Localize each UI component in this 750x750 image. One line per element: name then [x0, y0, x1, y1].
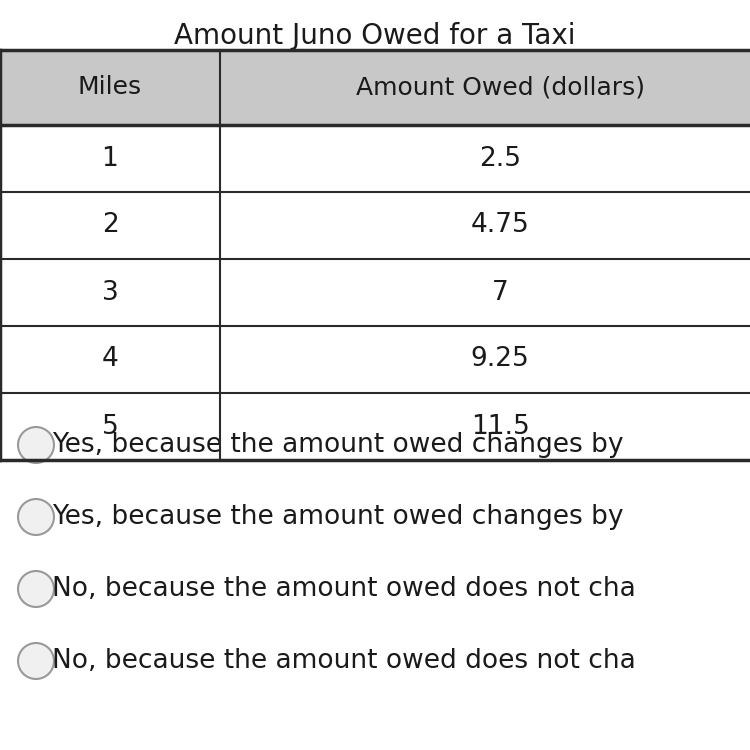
Text: No, because the amount owed does not cha: No, because the amount owed does not cha — [52, 576, 636, 602]
Text: Yes, because the amount owed changes by: Yes, because the amount owed changes by — [52, 432, 623, 458]
Text: No, because the amount owed does not cha: No, because the amount owed does not cha — [52, 648, 636, 674]
Bar — [0, 326, 220, 393]
Text: 1: 1 — [102, 146, 118, 172]
Bar — [220, 259, 750, 326]
Text: 2: 2 — [102, 212, 118, 238]
Text: 9.25: 9.25 — [471, 346, 530, 373]
Bar — [220, 326, 750, 393]
Text: 11.5: 11.5 — [471, 413, 530, 440]
Text: Miles: Miles — [78, 76, 142, 100]
Text: Amount Owed (dollars): Amount Owed (dollars) — [356, 76, 644, 100]
Bar — [220, 192, 750, 259]
Text: 7: 7 — [492, 280, 508, 305]
Circle shape — [18, 643, 54, 679]
Bar — [220, 50, 750, 125]
Text: 4: 4 — [102, 346, 118, 373]
Circle shape — [18, 499, 54, 535]
Bar — [220, 125, 750, 192]
Text: Amount Juno Owed for a Taxi: Amount Juno Owed for a Taxi — [174, 22, 576, 50]
Bar — [220, 393, 750, 460]
Text: 4.75: 4.75 — [471, 212, 530, 238]
Bar — [0, 50, 220, 125]
Circle shape — [18, 427, 54, 463]
Text: 5: 5 — [102, 413, 118, 440]
Text: 2.5: 2.5 — [479, 146, 521, 172]
Bar — [0, 393, 220, 460]
Text: 3: 3 — [102, 280, 118, 305]
Text: Yes, because the amount owed changes by: Yes, because the amount owed changes by — [52, 504, 623, 530]
Bar — [0, 259, 220, 326]
Bar — [0, 125, 220, 192]
Circle shape — [18, 571, 54, 607]
Bar — [0, 192, 220, 259]
